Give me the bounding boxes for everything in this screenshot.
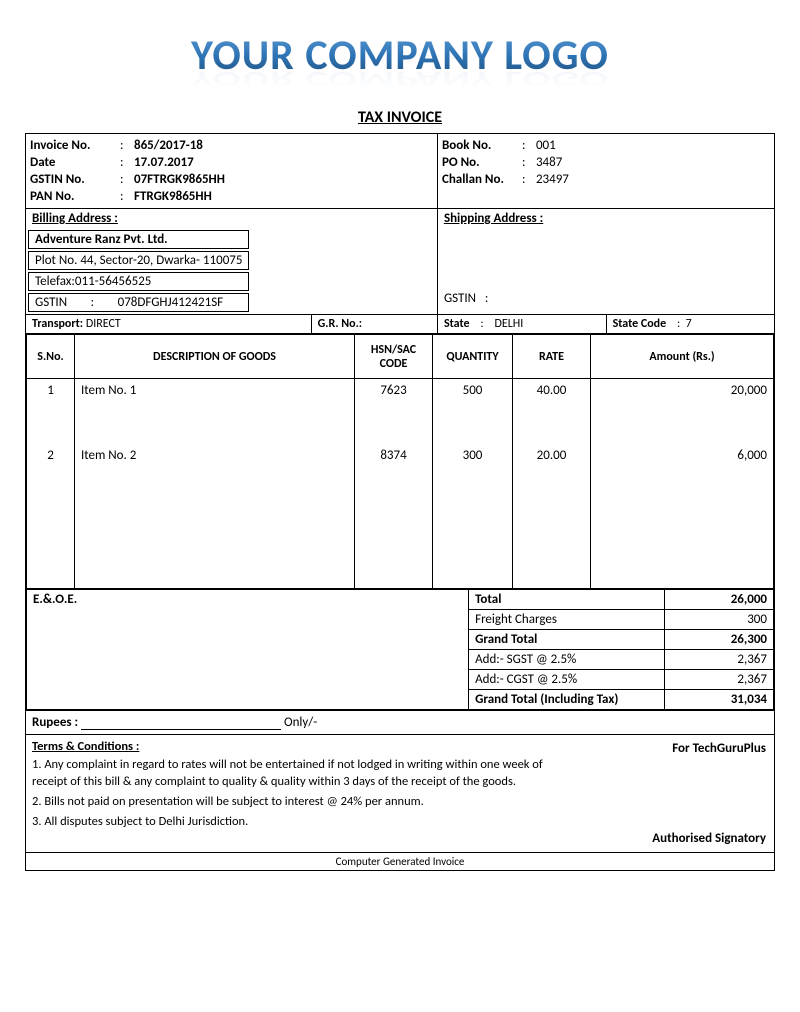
company-logo-reflection: YOUR COMPANY LOGO — [25, 66, 775, 92]
billing-line2: Telefax:011-56456525 — [28, 272, 249, 291]
item-desc: Item No. 2 — [81, 448, 348, 463]
billing-name: Adventure Ranz Pvt. Ltd. — [28, 230, 249, 249]
invoice-no-label: Invoice No. — [26, 137, 116, 154]
items-table: S.No. DESCRIPTION OF GOODS HSN/SAC CODE … — [26, 334, 774, 589]
terms-line-3: 3. All disputes subject to Delhi Jurisdi… — [32, 814, 580, 831]
item-qty: 500 — [439, 383, 506, 398]
transport-value: DIRECT — [86, 317, 121, 331]
items-body-row: 1 2 Item No. 1 Item No. 2 7623 8374 50 — [27, 379, 774, 589]
billing-line1: Plot No. 44, Sector-20, Dwarka- 110075 — [28, 251, 249, 270]
state-value: DELHI — [494, 317, 523, 331]
invoice-table: Invoice No.:865/2017-18 Date:17.07.2017 … — [25, 133, 775, 871]
rupees-blank-line — [81, 718, 281, 730]
challan-no-value: 23497 — [532, 171, 774, 188]
col-qty: QUANTITY — [433, 335, 513, 379]
terms-heading: Terms & Conditions : — [32, 739, 580, 754]
cgst-label: Add:- CGST @ 2.5% — [469, 670, 665, 690]
item-sno: 2 — [33, 448, 68, 463]
po-no-value: 3487 — [532, 154, 774, 171]
item-hsn: 7623 — [361, 383, 426, 398]
eoe-text: E.&.O.E. — [27, 590, 469, 710]
gstin-value: 07FTRGK9865HH — [130, 171, 437, 188]
item-desc: Item No. 1 — [81, 383, 348, 398]
terms-line-1: 1. Any complaint in regard to rates will… — [32, 757, 580, 791]
transport-label: Transport: — [32, 317, 83, 331]
grand-total-label: Grand Total — [469, 630, 665, 650]
col-amt: Amount (Rs.) — [591, 335, 774, 379]
book-no-label: Book No. — [438, 137, 518, 154]
shipping-address-heading: Shipping Address : — [438, 209, 774, 228]
date-label: Date — [26, 154, 116, 171]
col-desc: DESCRIPTION OF GOODS — [75, 335, 355, 379]
challan-no-label: Challan No. — [438, 171, 518, 188]
col-sno: S.No. — [27, 335, 75, 379]
cgst-value: 2,367 — [665, 670, 774, 690]
col-hsn: HSN/SAC CODE — [355, 335, 433, 379]
invoice-no-value: 865/2017-18 — [130, 137, 437, 154]
col-rate: RATE — [513, 335, 591, 379]
grand-inc-label: Grand Total (Including Tax) — [469, 690, 665, 710]
item-amt: 6,000 — [597, 448, 767, 463]
total-value: 26,000 — [665, 590, 774, 610]
gstin-label: GSTIN No. — [26, 171, 116, 188]
sgst-value: 2,367 — [665, 650, 774, 670]
pan-value: FTRGK9865HH — [130, 188, 437, 205]
item-amt: 20,000 — [597, 383, 767, 398]
freight-label: Freight Charges — [469, 610, 665, 630]
billing-address-heading: Billing Address : — [26, 209, 437, 228]
date-value: 17.07.2017 — [130, 154, 437, 171]
document-title: TAX INVOICE — [25, 108, 775, 127]
footer-text: Computer Generated Invoice — [26, 853, 775, 871]
rupees-label: Rupees : — [32, 715, 78, 730]
gr-no-label: G.R. No.: — [318, 317, 362, 331]
item-rate: 20.00 — [519, 448, 584, 463]
po-no-label: PO No. — [438, 154, 518, 171]
item-qty: 300 — [439, 448, 506, 463]
sgst-label: Add:- SGST @ 2.5% — [469, 650, 665, 670]
total-label: Total — [469, 590, 665, 610]
grand-inc-value: 31,034 — [665, 690, 774, 710]
pan-label: PAN No. — [26, 188, 116, 205]
item-rate: 40.00 — [519, 383, 584, 398]
grand-total-value: 26,300 — [665, 630, 774, 650]
freight-value: 300 — [665, 610, 774, 630]
logo-block: YOUR COMPANY LOGO YOUR COMPANY LOGO — [25, 20, 775, 104]
book-no-value: 001 — [532, 137, 774, 154]
state-code-label: State Code — [613, 317, 667, 331]
state-label: State — [444, 317, 470, 331]
billing-gstin-value: 078DFGHJ412421SF — [118, 295, 224, 310]
for-company: For TechGuruPlus — [586, 735, 774, 775]
terms-line-2: 2. Bills not paid on presentation will b… — [32, 794, 580, 811]
billing-gstin-label: GSTIN — [35, 295, 67, 310]
item-sno: 1 — [33, 383, 68, 398]
rupees-suffix: Only/- — [284, 715, 317, 730]
authorised-signatory: Authorised Signatory — [586, 825, 774, 852]
state-code-value: 7 — [686, 317, 692, 331]
shipping-gstin-label: GSTIN — [444, 291, 476, 306]
item-hsn: 8374 — [361, 448, 426, 463]
